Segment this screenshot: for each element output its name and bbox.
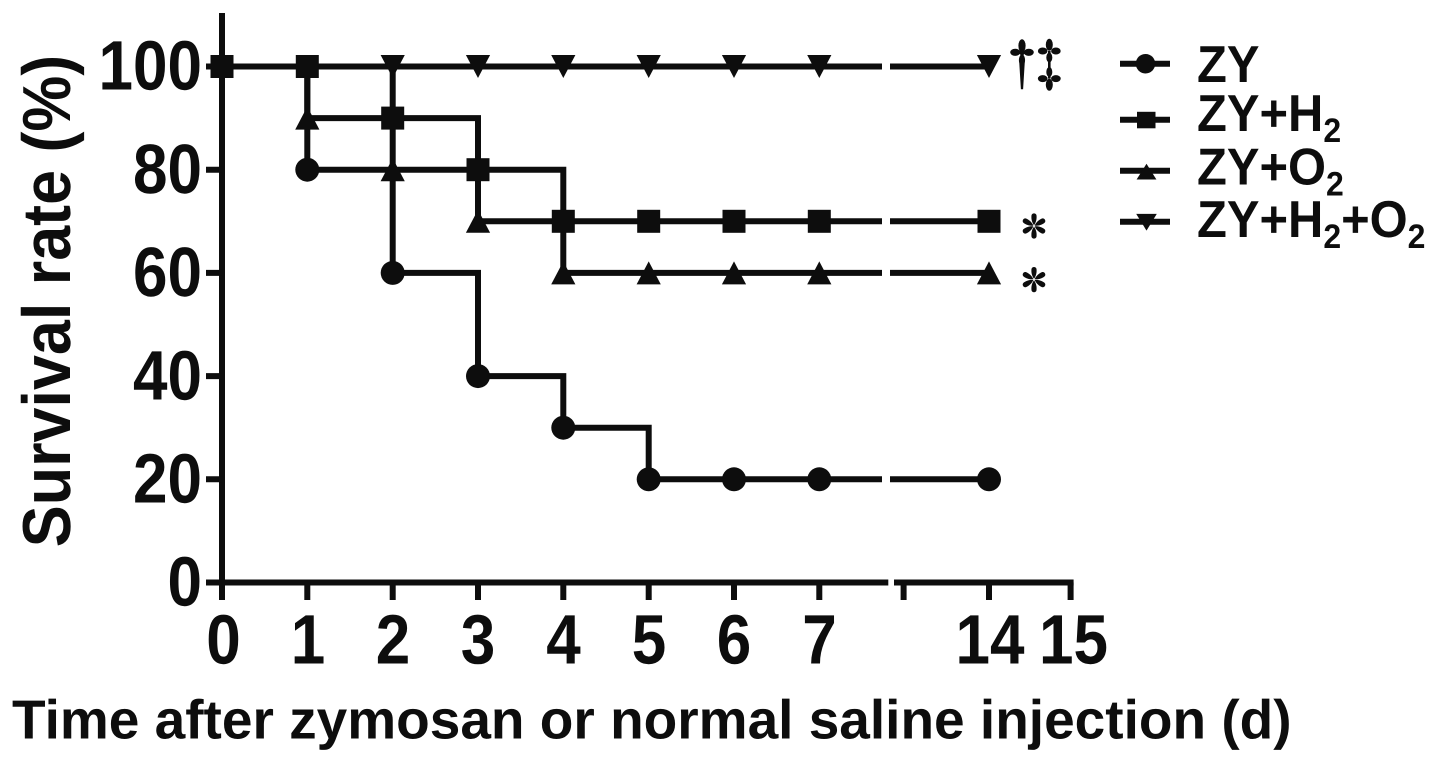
svg-text:ZY+H2: ZY+H2 (1197, 85, 1341, 150)
svg-text:ZY: ZY (1197, 36, 1259, 94)
svg-text:Time after zymosan or normal s: Time after zymosan or normal saline inje… (12, 689, 1292, 751)
svg-text:ZY+H2+O2: ZY+H2+O2 (1197, 191, 1425, 256)
svg-text:7: 7 (802, 601, 836, 679)
svg-text:ZY+O2: ZY+O2 (1197, 138, 1344, 203)
svg-text:Survival rate (%): Survival rate (%) (9, 55, 85, 547)
svg-text:4: 4 (546, 601, 581, 679)
svg-text:0: 0 (168, 543, 202, 621)
svg-text:100: 100 (99, 27, 202, 105)
svg-text:5: 5 (632, 601, 666, 679)
svg-text:60: 60 (133, 233, 202, 311)
svg-text:80: 80 (133, 130, 202, 208)
svg-text:0: 0 (206, 601, 240, 679)
svg-text:1: 1 (291, 601, 325, 679)
svg-text:3: 3 (461, 601, 495, 679)
svg-text:20: 20 (133, 440, 202, 518)
svg-text:40: 40 (133, 336, 202, 414)
svg-text:2: 2 (376, 601, 410, 679)
svg-text:6: 6 (717, 601, 751, 679)
svg-text:15: 15 (1039, 601, 1108, 679)
svg-text:14: 14 (956, 601, 1025, 679)
